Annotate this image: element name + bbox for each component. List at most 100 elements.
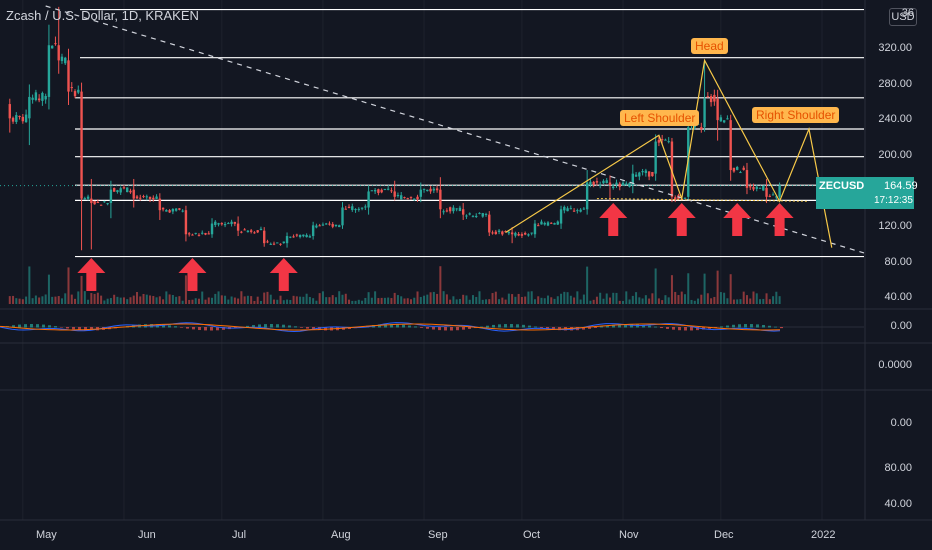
volume-bar	[243, 296, 246, 304]
macd-histogram-bar	[558, 327, 561, 331]
volume-bar	[608, 297, 611, 304]
arrow-shape	[599, 203, 628, 236]
macd-histogram-bar	[720, 326, 723, 328]
candle-body	[494, 231, 498, 235]
macd-histogram-bar	[738, 324, 741, 328]
volume-bar	[321, 291, 324, 304]
volume-bar	[194, 298, 197, 304]
candle-body	[749, 186, 752, 188]
candle-body	[8, 104, 11, 119]
volume-bar	[57, 296, 60, 304]
arrow-shape	[667, 203, 696, 236]
currency-button[interactable]: USD	[889, 8, 917, 26]
head-annotation[interactable]: Head	[691, 38, 728, 54]
macd-histogram-bar	[690, 327, 693, 331]
macd-histogram-bar	[30, 324, 33, 328]
volume-bar	[207, 297, 210, 304]
volume-bar	[139, 296, 142, 304]
candle-body	[90, 198, 93, 204]
macd-histogram-bar	[36, 324, 39, 328]
candle-body	[331, 224, 334, 227]
volume-bar	[67, 267, 70, 304]
volume-bar	[726, 298, 729, 304]
candle-body	[338, 225, 341, 228]
candle-body	[11, 117, 15, 122]
macd-histogram-bar	[534, 326, 537, 328]
candle-body	[158, 198, 162, 211]
volume-bar	[517, 293, 520, 304]
candle-body	[15, 115, 18, 122]
volume-bar	[44, 294, 47, 304]
candle-body	[276, 242, 279, 244]
candle-body	[507, 231, 511, 234]
volume-bar	[719, 292, 722, 304]
macd-histogram-bar	[384, 324, 387, 328]
volume-bar	[628, 299, 631, 304]
volume-bar	[240, 291, 243, 304]
volume-bar	[396, 295, 399, 304]
candle-body	[563, 206, 566, 211]
horizontal-levels	[0, 8, 864, 258]
candle-body	[608, 182, 612, 186]
candle-body	[220, 223, 224, 225]
volume-bar	[622, 300, 625, 304]
macd-histogram-bar	[408, 325, 411, 328]
macd-histogram-bar	[78, 327, 81, 330]
candle-body	[305, 234, 308, 238]
volume-bar	[670, 275, 673, 304]
volume-bar	[560, 293, 563, 304]
volume-bar	[77, 291, 80, 304]
candle-body	[530, 232, 533, 234]
macd-histogram-bar	[456, 327, 459, 331]
candle-body	[18, 115, 21, 117]
candle-body	[729, 120, 732, 171]
volume-bar	[74, 298, 77, 304]
macd-histogram-bar	[648, 325, 651, 328]
candle-body	[109, 189, 113, 204]
candle-body	[67, 60, 70, 92]
volume-bar	[543, 298, 546, 304]
candle-body	[135, 196, 139, 199]
left-shoulder-annotation[interactable]: Left Shoulder	[620, 110, 700, 126]
macd-histogram-bar	[192, 327, 195, 330]
right-shoulder-annotation[interactable]: Right Shoulder	[752, 107, 840, 123]
candle-body	[132, 189, 135, 199]
candle-body	[654, 141, 657, 174]
candle-body	[435, 188, 439, 191]
volume-bar	[442, 291, 445, 304]
macd-histogram-bar	[504, 324, 507, 328]
macd-histogram-bar	[426, 327, 429, 329]
macd-histogram-bar	[444, 327, 447, 331]
volume-bar	[612, 292, 615, 304]
volume-bar	[736, 299, 739, 304]
candle-body	[455, 208, 458, 210]
volume-bar	[657, 298, 660, 304]
candle-body	[181, 210, 184, 212]
price-axis-label: 240.00	[878, 113, 912, 125]
candle-body	[540, 221, 543, 225]
volume-bar	[749, 298, 752, 304]
support-arrows	[77, 203, 794, 291]
macd-histogram-bar	[66, 327, 69, 329]
candle-body	[432, 188, 436, 191]
candle-body	[73, 91, 77, 97]
macd-histogram-bar	[492, 324, 495, 328]
volume-bar	[178, 296, 181, 304]
candle-body	[566, 208, 569, 212]
volume-bar	[390, 298, 393, 304]
candle-body	[83, 198, 87, 200]
macd-histogram-bar	[390, 324, 393, 328]
volume-bar	[615, 292, 618, 304]
candle-body	[396, 194, 400, 196]
volume-bar	[230, 296, 233, 304]
volume-bar	[553, 298, 556, 304]
macd-histogram-bar	[618, 324, 621, 328]
candle-body	[546, 222, 550, 226]
candle-body	[497, 230, 501, 232]
candle-body	[703, 98, 706, 128]
volume-bar	[70, 294, 73, 304]
macd-histogram-bar	[216, 327, 219, 331]
volume-bar	[256, 296, 259, 304]
volume-bar	[113, 294, 116, 304]
